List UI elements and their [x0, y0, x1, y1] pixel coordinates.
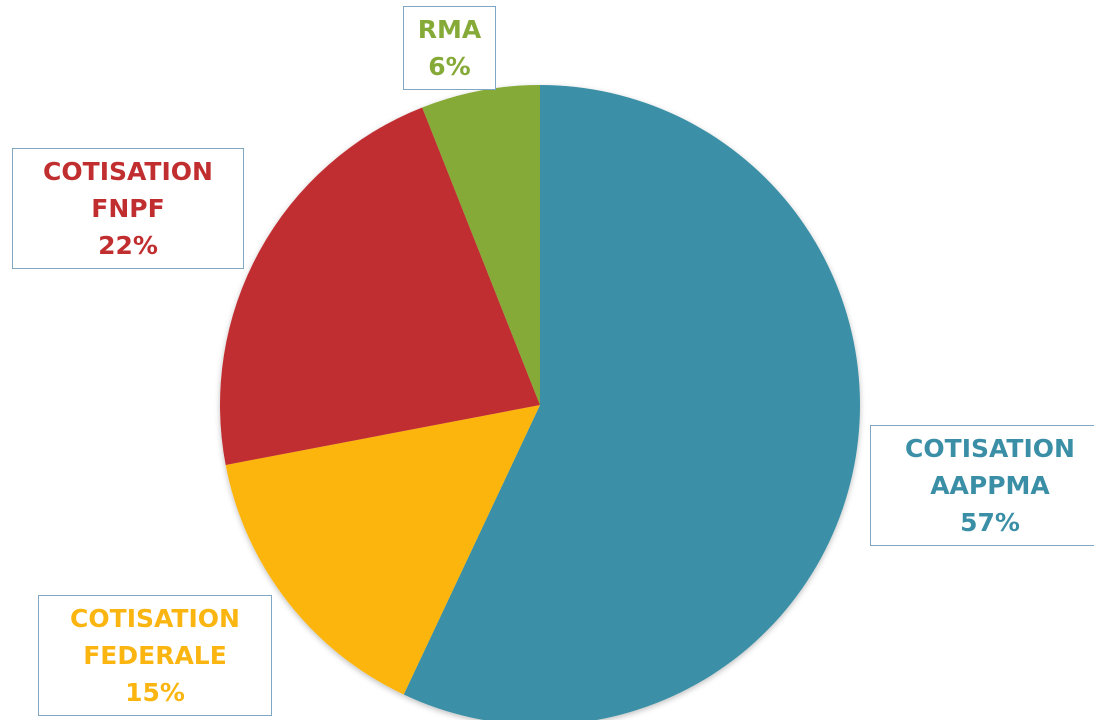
category-label: COTISATION AAPPMA — [905, 434, 1075, 500]
pie-slice — [403, 85, 860, 720]
value-label: 6% — [428, 52, 471, 81]
data-label: RMA 6% — [403, 6, 496, 90]
category-label: RMA — [417, 15, 482, 44]
value-label: 57% — [960, 508, 1020, 537]
pie — [219, 85, 860, 720]
data-label: COTISATION FNPF 22% — [12, 148, 244, 269]
category-label: COTISATION FEDERALE — [70, 604, 240, 670]
pie-slice — [422, 85, 540, 405]
data-label: COTISATION FEDERALE 15% — [38, 595, 272, 716]
pie-slice — [219, 107, 540, 465]
data-label: COTISATION AAPPMA 57% — [870, 425, 1094, 546]
pie-slice — [225, 405, 540, 695]
value-label: 22% — [98, 231, 158, 260]
category-label: COTISATION FNPF — [43, 157, 213, 223]
value-label: 15% — [125, 678, 185, 707]
